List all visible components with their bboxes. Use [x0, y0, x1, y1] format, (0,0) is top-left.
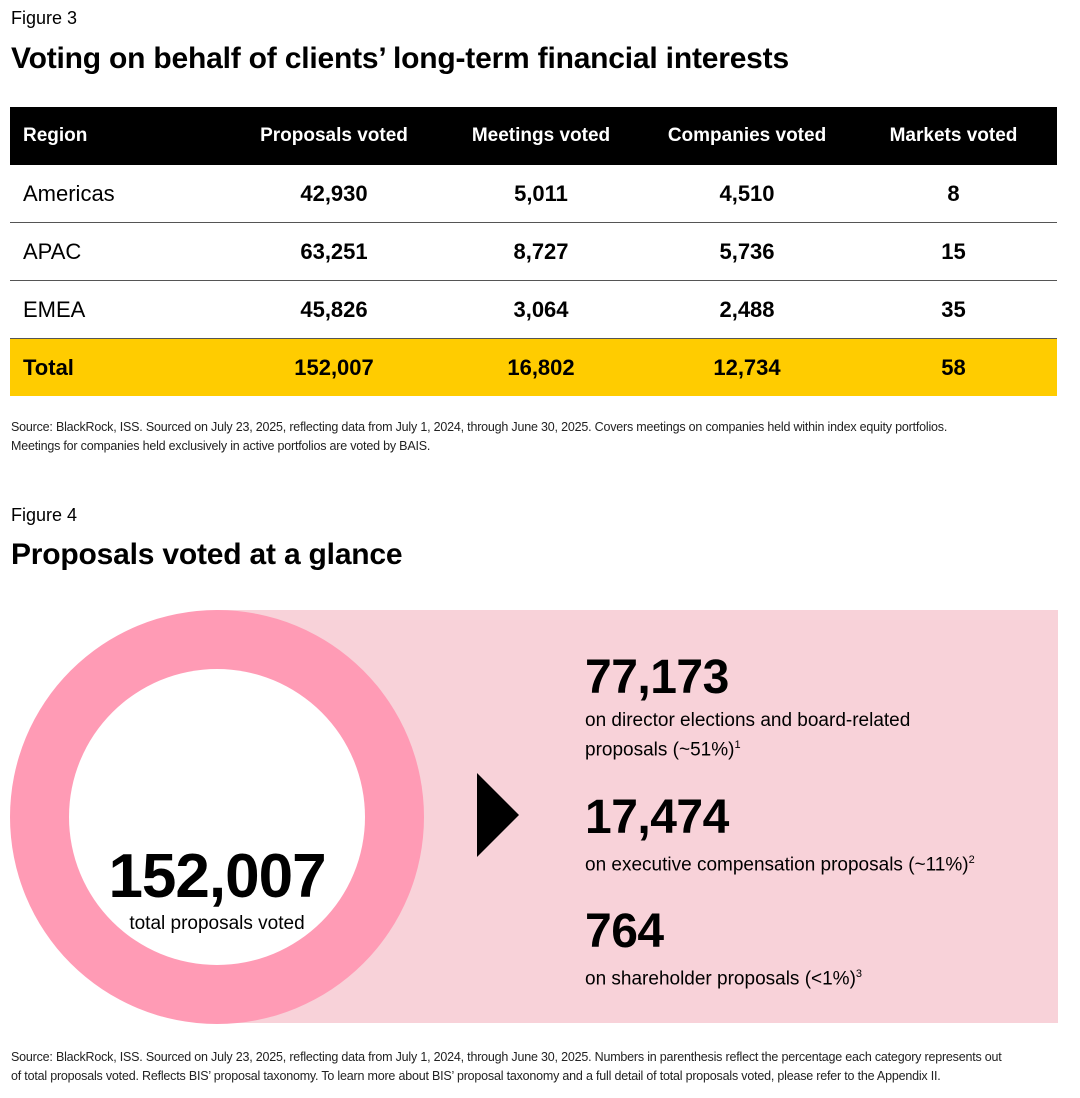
source-line: Meetings for companies held exclusively … — [11, 439, 431, 453]
figure-4-label: Figure 4 — [11, 505, 78, 525]
stat-desc-text: proposals (~51%) — [585, 739, 735, 761]
stat-desc-line: on shareholder proposals (<1%)3 — [585, 962, 862, 991]
table-cell: 152,007 — [230, 338, 438, 396]
voting-table: Region Proposals voted Meetings voted Co… — [10, 107, 1057, 396]
figure-3-label: Figure 3 — [11, 8, 78, 28]
stat-desc-line: on executive compensation proposals (~11… — [585, 848, 975, 877]
stat-description: on executive compensation proposals (~11… — [585, 848, 975, 877]
table-cell: 5,736 — [644, 222, 850, 281]
table-cell: 5,011 — [438, 165, 644, 223]
table-cell: 12,734 — [644, 338, 850, 396]
stat-description: on shareholder proposals (<1%)3 — [585, 962, 862, 991]
stat-desc-line: on director elections and board-related — [585, 710, 911, 731]
table-header-row: Region Proposals voted Meetings voted Co… — [10, 107, 1057, 165]
stat-shareholder-proposals: 764 on shareholder proposals (<1%)3 — [585, 906, 862, 991]
total-proposals-ring: 152,007 total proposals voted — [10, 610, 424, 1024]
table-cell: Americas — [10, 165, 230, 223]
table-cell: 63,251 — [230, 222, 438, 281]
table-cell: 15 — [850, 222, 1057, 281]
stat-value: 77,173 — [585, 651, 729, 704]
column-header-companies: Companies voted — [644, 107, 850, 165]
column-header-meetings: Meetings voted — [438, 107, 644, 165]
figure-3-source: Source: BlackRock, ISS. Sourced on July … — [11, 418, 1061, 456]
figure-4-title: Proposals voted at a glance — [11, 538, 403, 571]
column-header-region: Region — [10, 107, 230, 165]
table-cell: APAC — [10, 222, 230, 281]
table-row: EMEA 45,826 3,064 2,488 35 — [10, 280, 1057, 339]
table-cell: 58 — [850, 338, 1057, 396]
table-cell: 42,930 — [230, 165, 438, 223]
table-cell: EMEA — [10, 280, 230, 339]
total-proposals-label: total proposals voted — [129, 913, 305, 934]
column-header-proposals: Proposals voted — [230, 107, 438, 165]
stat-director-elections: 77,173 on director elections and board-r… — [585, 652, 910, 762]
source-line: Source: BlackRock, ISS. Sourced on July … — [11, 1050, 1002, 1064]
stat-executive-compensation: 17,474 on executive compensation proposa… — [585, 792, 975, 877]
figure-3-title: Voting on behalf of clients’ long-term f… — [11, 42, 789, 75]
total-proposals-value: 152,007 — [108, 842, 326, 911]
stat-desc-line: proposals (~51%)1 — [585, 733, 910, 762]
table-cell: 2,488 — [644, 280, 850, 339]
table-cell: 4,510 — [644, 165, 850, 223]
figure-4-source: Source: BlackRock, ISS. Sourced on July … — [11, 1048, 1061, 1086]
footnote-marker: 3 — [855, 968, 863, 980]
table-cell: Total — [10, 338, 230, 396]
ring-center: 152,007 total proposals voted — [69, 669, 365, 965]
stat-value: 17,474 — [585, 791, 729, 844]
table-total-row: Total 152,007 16,802 12,734 58 — [10, 338, 1057, 396]
footnote-marker: 2 — [968, 854, 975, 866]
table-row: Americas 42,930 5,011 4,510 8 — [10, 165, 1057, 223]
table-row: APAC 63,251 8,727 5,736 15 — [10, 222, 1057, 281]
stat-description: on director elections and board-related … — [585, 708, 910, 762]
table-cell: 45,826 — [230, 280, 438, 339]
column-header-markets: Markets voted — [850, 107, 1057, 165]
stat-desc-text: on shareholder proposals (<1%) — [585, 968, 856, 990]
footnote-marker: 1 — [734, 739, 741, 751]
arrow-right-icon — [477, 773, 519, 857]
stat-desc-text: on executive compensation proposals (~11… — [585, 854, 969, 876]
stat-value: 764 — [585, 905, 664, 958]
source-line: of total proposals voted. Reflects BIS’ … — [11, 1069, 941, 1083]
table-cell: 16,802 — [438, 338, 644, 396]
table-cell: 8,727 — [438, 222, 644, 281]
table-cell: 3,064 — [438, 280, 644, 339]
source-line: Source: BlackRock, ISS. Sourced on July … — [11, 420, 948, 434]
table-cell: 8 — [850, 165, 1057, 223]
table-cell: 35 — [850, 280, 1057, 339]
